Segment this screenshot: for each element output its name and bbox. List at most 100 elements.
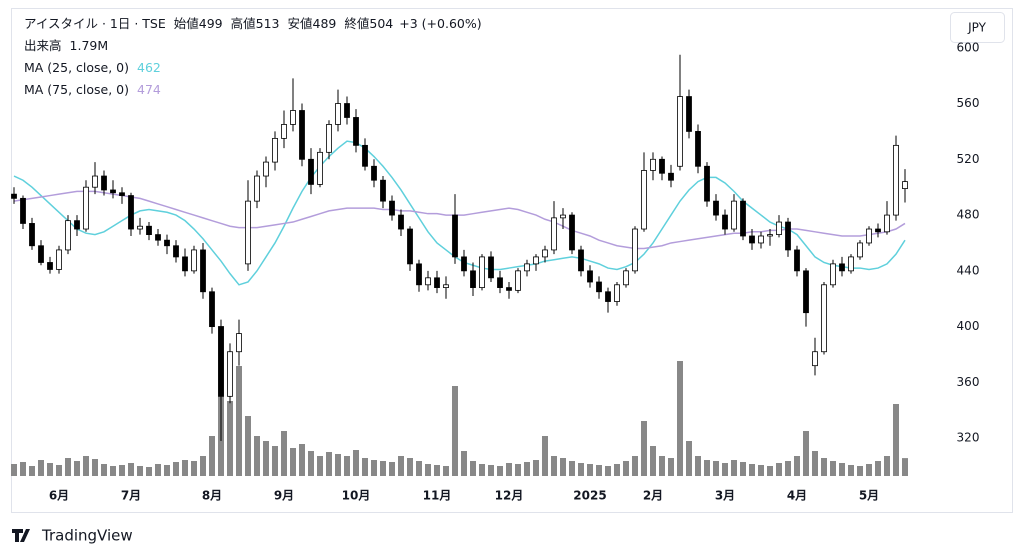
candle-body	[56, 249, 62, 270]
volume-bar	[245, 416, 251, 476]
ohlc-value: 504	[369, 16, 393, 31]
volume-bar	[119, 465, 125, 476]
candle-body	[110, 189, 116, 194]
change: +3 (+0.60%)	[399, 16, 481, 31]
moving-average	[13, 140, 906, 286]
candle-body	[695, 131, 701, 167]
legend-ma: MA (25, close, 0) 462	[24, 60, 161, 75]
candle-body	[623, 270, 629, 286]
volume-bar	[812, 451, 818, 476]
candle-body	[326, 124, 332, 153]
volume-bar	[659, 456, 665, 476]
volume-bar	[110, 466, 116, 476]
volume-bar	[263, 441, 269, 476]
candle-body	[200, 249, 206, 293]
volume-value: 1.79M	[70, 38, 109, 53]
candle-body	[677, 96, 683, 167]
ohlc-label: 終値	[344, 16, 369, 31]
y-tick-label: 360	[957, 375, 980, 389]
volume-bar	[56, 465, 62, 476]
volume-bar	[542, 436, 548, 476]
currency[interactable]: JPY	[967, 21, 987, 35]
candle-body	[839, 263, 845, 272]
volume-bar	[668, 458, 674, 476]
candle-body	[515, 270, 521, 291]
candle-body	[38, 245, 44, 263]
volume-bar	[587, 464, 593, 476]
volume-bar	[65, 458, 71, 476]
candle-body	[371, 165, 377, 181]
candle-body	[866, 228, 872, 244]
candle-body	[290, 110, 296, 125]
volume-bar	[578, 463, 584, 476]
moving-average	[13, 190, 906, 250]
y-tick-label: 400	[957, 319, 980, 333]
candle-body	[443, 284, 449, 288]
volume-bar	[785, 461, 791, 476]
x-tick-label: 6月	[49, 489, 69, 503]
volume-bar	[713, 461, 719, 476]
brand: TradingView	[41, 527, 133, 545]
volume-bar	[560, 458, 566, 476]
ohlc-label: 高値	[231, 16, 256, 31]
volume-bar	[344, 456, 350, 476]
legend-volume: 出来高 1.79M	[24, 38, 108, 53]
ma-name: MA (25, close, 0)	[24, 60, 129, 75]
candle-body	[218, 326, 224, 397]
volume-bar	[515, 464, 521, 476]
volume-bar	[857, 466, 863, 476]
volume-bar	[128, 463, 134, 476]
volume-bar	[74, 461, 80, 476]
ma-value: 474	[137, 82, 161, 97]
candle-body	[794, 249, 800, 272]
volume-bar	[101, 464, 107, 476]
volume-bar	[299, 444, 305, 476]
volume-bar	[758, 465, 764, 476]
candle-body	[380, 179, 386, 202]
candle-body	[344, 103, 350, 118]
candle-body	[362, 144, 368, 167]
volume-bar	[731, 460, 737, 476]
candle-body	[416, 263, 422, 286]
volume-bar	[200, 456, 206, 476]
candle-body	[335, 103, 341, 125]
volume-bar	[839, 463, 845, 476]
volume-bar	[146, 467, 152, 476]
y-tick-label: 520	[957, 152, 980, 166]
candle-body	[20, 197, 26, 224]
volume-bar	[893, 404, 899, 476]
candle-body	[65, 220, 71, 251]
volume-bar	[380, 461, 386, 476]
currency-button[interactable]	[950, 12, 1005, 43]
candle-body	[389, 200, 395, 216]
volume-bar	[353, 450, 359, 476]
candle-body	[236, 333, 242, 353]
candle-body	[83, 186, 89, 230]
volume-bar	[371, 460, 377, 476]
candle-body	[128, 195, 134, 230]
volume-bar	[326, 452, 332, 476]
candle-body	[101, 175, 107, 191]
volume-bar	[749, 464, 755, 476]
volume-bar	[524, 462, 530, 476]
x-tick-label: 4月	[787, 489, 807, 503]
volume-bar	[650, 446, 656, 476]
volume-bar	[767, 466, 773, 476]
volume-bar	[794, 456, 800, 476]
candle-body	[641, 170, 647, 230]
volume-bar	[533, 460, 539, 476]
volume-bar	[92, 459, 98, 476]
candle-body	[785, 221, 791, 251]
ohlc-value: 489	[313, 16, 337, 31]
candle-body	[146, 225, 152, 235]
volume-bar	[497, 466, 503, 476]
volume-bar	[407, 458, 413, 476]
volume-bar	[479, 464, 485, 476]
volume-bar	[272, 446, 278, 476]
volume-bar	[848, 465, 854, 476]
y-tick-label: 320	[957, 431, 980, 445]
candle-body	[668, 172, 674, 181]
candle-body	[227, 351, 233, 397]
volume-bar	[425, 464, 431, 476]
